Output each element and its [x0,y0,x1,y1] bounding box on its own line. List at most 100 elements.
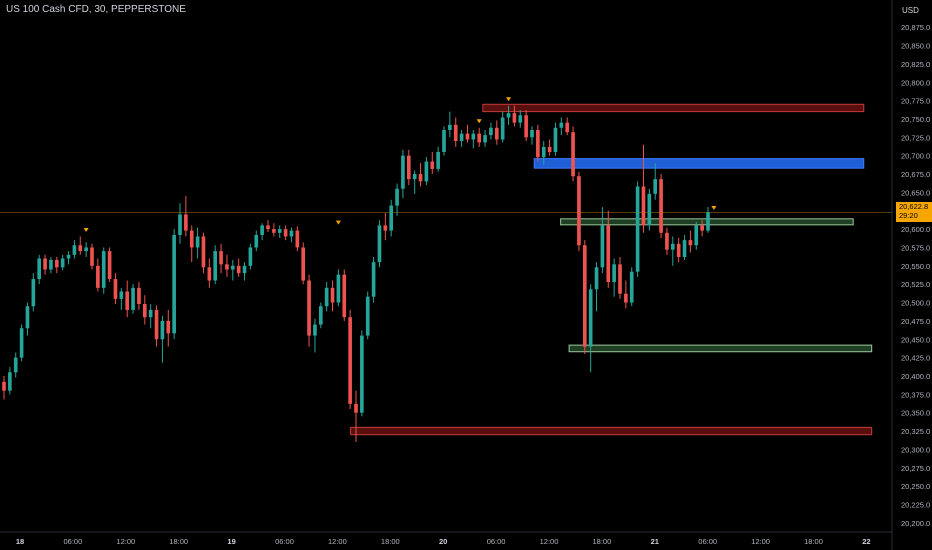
candle-body [612,264,616,282]
candle-body [436,152,440,169]
candle-body [330,287,335,303]
candle-body [131,287,135,310]
symbol-title[interactable]: US 100 Cash CFD, 30, PEPPERSTONE [6,4,186,15]
y-tick-label: 20,850.0 [901,42,930,51]
candle-body [324,287,329,307]
candle-body [565,122,570,133]
candle-body [348,317,352,404]
candle-body [688,240,693,246]
candle-body [207,267,212,281]
x-tick-label: 19 [227,537,235,546]
y-tick-label: 20,650.0 [901,188,930,197]
candle-body [483,135,487,143]
y-tick-label: 20,400.0 [901,372,930,381]
currency-label[interactable]: USD [902,6,919,15]
candle-body [37,258,42,280]
candle-body [113,279,118,299]
time-axis[interactable]: 18 06:00 12:00 18:00 19 06:00 12:00 18:00 20 06:0… [16,537,871,546]
candle-body [160,320,165,340]
candle-body [266,225,270,230]
y-tick-label: 20,675.0 [901,170,930,179]
x-tick-label: 18:00 [381,537,400,546]
y-tick-label: 20,775.0 [901,97,930,106]
x-tick-label: 12:00 [116,537,135,546]
candle-body [318,306,323,325]
candle-body [389,205,394,231]
candle-body [195,236,200,248]
y-tick-label: 20,450.0 [901,335,930,344]
candle-body [694,225,699,246]
candle-body [96,265,100,288]
candle-body [242,265,247,274]
candle-body [19,328,24,358]
candle-body [49,259,53,270]
candle-body [471,133,476,140]
candle-body [541,146,546,158]
x-tick-label: 18:00 [804,537,823,546]
candle-body [360,335,364,413]
candle-body [25,306,30,329]
candle-body [66,254,71,259]
candle-body [401,155,405,189]
candle-body [260,225,264,235]
y-tick-label: 20,475.0 [901,317,930,326]
candle-body [600,225,605,268]
zone-red[interactable] [350,426,873,436]
zone-green[interactable] [568,344,873,353]
candle-body [406,155,411,180]
candle-body [653,179,658,194]
zone-red[interactable] [482,103,865,113]
candle-body [189,230,194,248]
candle-body [236,265,241,274]
candle-body [518,115,523,123]
signal-marker [711,205,717,210]
candle-body [90,247,94,266]
candle-body [277,229,282,233]
candle-body [700,225,704,231]
candle-body [13,357,18,373]
markers-layer [83,97,717,232]
candle-body [107,251,112,280]
y-tick-label: 20,375.0 [901,390,930,399]
candle-body [184,214,188,231]
y-tick-label: 20,825.0 [901,60,930,69]
candle-body [295,230,300,248]
price-axis[interactable]: 20,875.0 20,850.0 20,825.0 20,800.0 20,775.0… [901,23,930,528]
candle-body [559,122,564,128]
x-tick-label: 12:00 [328,537,347,546]
candle-body [172,234,176,334]
candle-body [577,176,581,246]
candle-body [594,267,599,290]
candle-body [494,127,499,140]
zone-blue[interactable] [533,158,865,169]
candle-body [371,262,376,297]
y-tick-label: 20,700.0 [901,152,930,161]
candle-body [336,274,341,303]
candle-body [313,324,317,336]
x-tick-label: 18:00 [593,537,612,546]
candle-body [588,289,593,347]
candle-body [465,133,470,140]
candle-body [119,291,124,299]
candle-body [547,146,552,153]
y-tick-label: 20,250.0 [901,482,930,491]
candle-body [248,247,253,266]
candle-body [477,133,482,143]
candle-body [142,304,147,318]
candle-body [201,236,206,268]
candle-body [512,113,517,123]
x-tick-label: 18:00 [169,537,188,546]
candle-body [8,372,12,391]
x-tick-label: 06:00 [275,537,294,546]
candle-body [31,279,36,307]
candle-body [489,127,493,136]
candle-body [530,129,534,138]
candle-body [641,186,646,226]
candle-body [60,258,65,268]
candle-body [137,287,141,305]
candle-body [571,132,575,177]
candle-body [272,229,276,233]
x-tick-label: 06:00 [487,537,506,546]
y-tick-label: 20,875.0 [901,23,930,32]
